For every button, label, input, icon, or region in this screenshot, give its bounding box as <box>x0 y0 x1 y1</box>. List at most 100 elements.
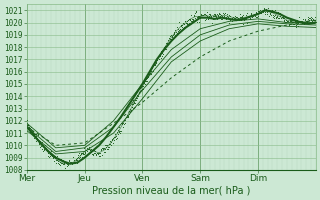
Point <box>79 152 84 155</box>
Point <box>158 57 164 60</box>
Point <box>208 15 213 18</box>
Point <box>45 152 50 155</box>
Point <box>115 131 120 134</box>
Point <box>263 8 268 11</box>
Point <box>73 162 78 165</box>
Point <box>306 17 311 20</box>
Point <box>254 10 259 13</box>
Point <box>97 151 102 154</box>
Point <box>27 125 32 129</box>
Point <box>210 18 215 21</box>
Point <box>78 151 84 155</box>
Point <box>164 42 169 45</box>
Point <box>66 159 71 162</box>
Point <box>196 15 202 18</box>
Point <box>127 110 132 114</box>
Point <box>103 145 108 149</box>
Point <box>64 164 69 167</box>
Point <box>149 67 154 70</box>
Point <box>310 17 316 21</box>
Point <box>208 13 213 16</box>
Point <box>31 133 36 136</box>
Point <box>153 61 158 64</box>
Point <box>308 15 313 18</box>
Point <box>218 13 223 16</box>
Point <box>196 15 201 18</box>
Point <box>231 17 236 21</box>
Point <box>198 13 203 17</box>
Point <box>172 28 178 31</box>
Point <box>289 20 294 23</box>
Point <box>210 21 215 24</box>
Point <box>276 10 281 14</box>
Point <box>136 94 141 98</box>
Point <box>195 20 200 23</box>
Point <box>265 9 270 13</box>
Point <box>77 156 82 159</box>
Point <box>47 152 52 155</box>
Point <box>305 15 310 18</box>
Point <box>249 12 254 15</box>
Point <box>44 150 49 153</box>
Point <box>140 85 145 88</box>
Point <box>180 26 185 29</box>
Point <box>96 152 101 155</box>
Point <box>162 45 167 48</box>
Point <box>138 86 143 89</box>
Point <box>45 154 51 158</box>
Point <box>309 16 315 20</box>
Point <box>37 141 42 144</box>
Point <box>52 155 57 158</box>
X-axis label: Pression niveau de la mer( hPa ): Pression niveau de la mer( hPa ) <box>92 186 251 196</box>
Point <box>284 19 290 22</box>
Point <box>286 22 292 25</box>
Point <box>232 14 237 17</box>
Point <box>106 146 111 149</box>
Point <box>65 163 70 166</box>
Point <box>283 15 288 18</box>
Point <box>188 13 193 16</box>
Point <box>282 20 287 23</box>
Point <box>110 138 115 141</box>
Point <box>262 10 267 13</box>
Point <box>38 139 43 142</box>
Point <box>276 16 281 19</box>
Point <box>166 43 171 46</box>
Point <box>272 9 277 12</box>
Point <box>60 158 65 161</box>
Point <box>150 65 155 68</box>
Point <box>125 115 131 118</box>
Point <box>76 154 81 157</box>
Point <box>294 19 300 22</box>
Point <box>293 25 298 28</box>
Point <box>132 101 137 104</box>
Point <box>223 16 228 19</box>
Point <box>306 16 311 20</box>
Point <box>207 14 212 17</box>
Point <box>71 156 76 159</box>
Point <box>92 149 97 152</box>
Point <box>190 18 195 21</box>
Point <box>253 16 258 19</box>
Point <box>234 16 239 19</box>
Point <box>184 20 189 23</box>
Point <box>183 21 188 25</box>
Point <box>302 19 307 22</box>
Point <box>280 16 285 19</box>
Point <box>160 53 165 56</box>
Point <box>109 138 114 141</box>
Point <box>236 18 242 21</box>
Point <box>273 15 278 18</box>
Point <box>84 149 89 152</box>
Point <box>224 14 229 18</box>
Point <box>267 11 272 14</box>
Point <box>229 16 235 20</box>
Point <box>299 20 304 23</box>
Point <box>186 18 191 21</box>
Point <box>236 18 241 21</box>
Point <box>225 12 230 16</box>
Point <box>42 144 47 147</box>
Point <box>188 18 193 21</box>
Point <box>212 13 217 16</box>
Point <box>245 21 250 25</box>
